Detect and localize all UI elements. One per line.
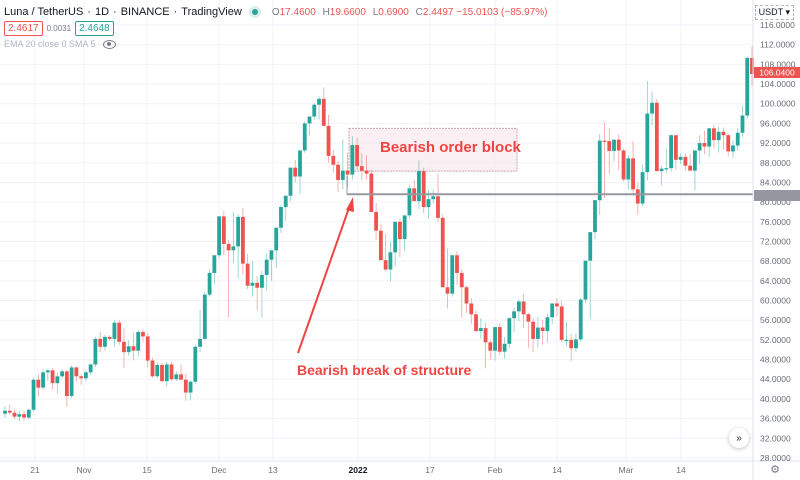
break-of-structure-label: Bearish break of structure [297,362,472,378]
spread-value: 0.0031 [46,23,72,33]
price-tick: 44.0000 [760,374,791,384]
chart-legend: Luna / TetherUS · 1D · BINANCE · Trading… [4,4,547,52]
price-tick: 80.0000 [760,197,791,207]
time-tick: 14 [676,465,686,475]
buy-button[interactable]: 2.4648 [75,20,114,36]
time-tick: 15 [142,465,152,475]
time-tick: Nov [76,465,92,475]
sell-button[interactable]: 2.4617 [4,20,43,36]
price-tick: 32.0000 [760,433,791,443]
bos-arrow [297,197,354,354]
price-tick: 48.0000 [760,355,791,365]
gear-icon[interactable]: ⚙ [770,464,780,476]
price-tick: 96.0000 [760,118,791,128]
separator: · [173,6,178,18]
price-tick: 60.0000 [760,296,791,306]
grid-lines [0,0,753,461]
order-block-label: Bearish order block [380,139,521,156]
price-tick: 84.0000 [760,177,791,187]
price-tick: 88.0000 [760,158,791,168]
time-tick: 21 [30,465,40,475]
price-tick: 56.0000 [760,315,791,325]
time-tick: Dec [211,465,227,475]
price-tick: 112.0000 [760,40,795,50]
price-tick-labels: 116.0000 112.0000 108.0000 104.0000 100.0000… [760,20,796,463]
time-tick: 13 [268,465,278,475]
price-tick: 68.0000 [760,256,791,266]
time-tick: 14 [552,465,562,475]
price-tick: 72.0000 [760,236,791,246]
price-tick: 64.0000 [760,276,791,286]
price-tick: 76.0000 [760,217,791,227]
double-chevron-right-icon: » [736,432,742,444]
price-tick: 108.0000 [760,59,796,69]
price-tick: 36.0000 [760,414,791,424]
separator: · [113,6,117,18]
market-status-icon[interactable] [251,9,258,15]
price-tick: 116.0000 [760,20,795,30]
separator: · [87,6,91,18]
scroll-to-realtime-button[interactable]: » [729,428,749,448]
time-tick: 17 [425,465,435,475]
svg-text:106.0400: 106.0400 [759,68,795,78]
time-tick-labels: 21 Nov 15 Dec 13 2022 17 Feb 14 Mar 14 [30,465,686,475]
legend-indicator-row: EMA 20 close 0 SMA 5 [4,36,547,52]
change-value: −15.0103 (−85.97%) [456,6,548,18]
indicator-label[interactable]: EMA 20 close 0 SMA 5 [4,39,96,49]
legend-symbol-row: Luna / TetherUS · 1D · BINANCE · Trading… [4,4,547,20]
price-tick: 52.0000 [760,335,791,345]
price-tick: 28.0000 [760,453,791,463]
time-tick: Feb [488,465,503,475]
price-tick: 104.0000 [760,79,796,89]
level-price-badge [754,190,800,201]
eye-icon[interactable] [102,39,116,49]
candles [3,46,754,422]
source-label: TradingView [181,6,242,18]
price-tick: 100.0000 [760,99,796,109]
bearish-order-block-zone [348,127,518,172]
price-tick: 40.0000 [760,394,791,404]
exchange-label: BINANCE [120,6,170,18]
ohlc-values: O17.4600 H19.6600 L0.6900 C2.4497 −15.01… [271,6,548,18]
current-price-badge: 106.0400 [754,67,800,78]
currency-selector[interactable]: USDT ▾ [754,5,794,20]
legend-trade-row: 2.4617 0.0031 2.4648 [4,20,547,36]
time-tick: 2022 [349,465,368,475]
interval-label[interactable]: 1D [94,6,110,18]
time-tick: Mar [619,465,634,475]
symbol-title[interactable]: Luna / TetherUS [4,6,84,18]
price-tick: 92.0000 [760,138,791,148]
